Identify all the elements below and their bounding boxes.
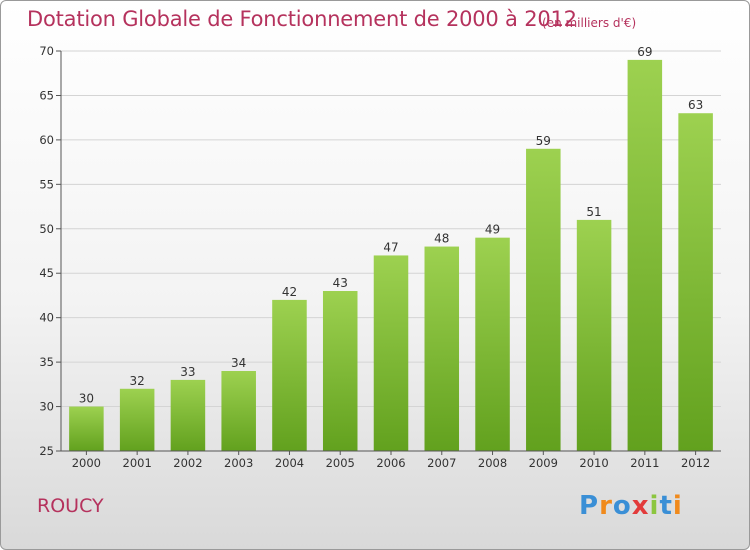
- y-tick-label: 50: [39, 222, 54, 236]
- x-tick-label: 2004: [275, 456, 304, 470]
- y-tick-label: 60: [39, 133, 54, 147]
- logo-letter: P: [579, 491, 600, 521]
- y-tick-label: 25: [39, 444, 54, 458]
- x-tick-label: 2006: [376, 456, 405, 470]
- x-tick-label: 2002: [173, 456, 202, 470]
- data-label-2003: 34: [231, 356, 246, 370]
- x-tick-label: 2010: [579, 456, 608, 470]
- data-label-2002: 33: [180, 365, 195, 379]
- bar-2006[interactable]: [373, 255, 409, 451]
- chart-title: Dotation Globale de Fonctionnement de 20…: [27, 7, 577, 31]
- y-tick-label: 40: [39, 311, 54, 325]
- data-label-2007: 48: [434, 232, 449, 246]
- x-tick-label: 2011: [630, 456, 659, 470]
- bar-2001[interactable]: [119, 388, 155, 451]
- x-tick-label: 2003: [224, 456, 253, 470]
- data-label-2004: 42: [282, 285, 297, 299]
- logo-letter: i: [649, 491, 660, 521]
- data-label-2011: 69: [637, 45, 652, 59]
- proxiti-logo[interactable]: Proxiti: [579, 491, 683, 521]
- bar-2008[interactable]: [475, 237, 510, 451]
- y-tick-label: 65: [39, 88, 54, 102]
- logo-letter: x: [631, 491, 650, 521]
- data-label-2009: 59: [536, 134, 551, 148]
- x-tick-label: 2000: [72, 456, 101, 470]
- y-tick-label: 70: [39, 44, 54, 58]
- data-label-2008: 49: [485, 223, 500, 237]
- bar-2010[interactable]: [576, 219, 612, 451]
- bar-2002[interactable]: [170, 379, 206, 451]
- x-tick-label: 2001: [123, 456, 152, 470]
- data-label-2006: 47: [383, 240, 398, 254]
- data-label-2010: 51: [586, 205, 601, 219]
- chart-subtitle: (en milliers d'€): [542, 16, 637, 30]
- bar-2004[interactable]: [272, 299, 307, 451]
- bar-2003[interactable]: [221, 371, 256, 451]
- bar-2007[interactable]: [424, 246, 460, 451]
- y-tick-label: 45: [39, 266, 54, 280]
- bar-2012[interactable]: [678, 113, 713, 451]
- bar-2005[interactable]: [322, 291, 358, 451]
- data-label-2012: 63: [688, 98, 703, 112]
- data-label-2000: 30: [79, 392, 94, 406]
- commune-name: ROUCY: [37, 495, 104, 517]
- logo-letter: t: [659, 491, 673, 521]
- x-tick-label: 2009: [529, 456, 558, 470]
- bar-2000[interactable]: [69, 406, 104, 451]
- bar-2011[interactable]: [627, 59, 663, 452]
- x-tick-label: 2007: [427, 456, 456, 470]
- y-tick-label: 55: [39, 177, 54, 191]
- logo-letter: r: [599, 491, 613, 521]
- data-label-2005: 43: [333, 276, 348, 290]
- data-label-2001: 32: [130, 374, 145, 388]
- y-tick-label: 35: [39, 355, 54, 369]
- x-tick-label: 2012: [681, 456, 710, 470]
- logo-letter: o: [612, 491, 632, 521]
- x-tick-label: 2005: [326, 456, 355, 470]
- y-tick-label: 30: [39, 400, 54, 414]
- logo-letter: i: [672, 491, 683, 521]
- bar-2009[interactable]: [526, 148, 561, 451]
- x-tick-label: 2008: [478, 456, 507, 470]
